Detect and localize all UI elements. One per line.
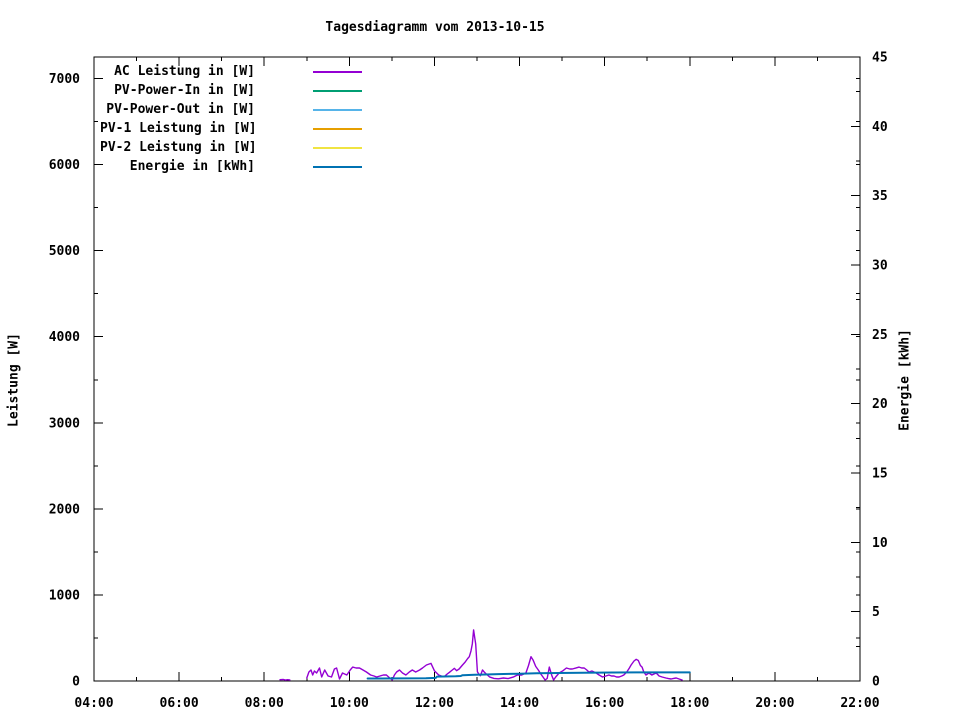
y2-tick-label: 35 — [872, 189, 888, 204]
y2-tick-label: 5 — [872, 605, 880, 620]
legend-label: PV-Power-Out in [W] — [106, 102, 255, 117]
y2-tick-label: 10 — [872, 536, 888, 551]
legend-label: PV-1 Leistung in [W] — [100, 121, 257, 136]
legend-label: PV-2 Leistung in [W] — [100, 140, 257, 155]
x-tick-label: 06:00 — [160, 696, 199, 711]
y1-tick-label: 7000 — [49, 72, 80, 87]
x-tick-label: 08:00 — [245, 696, 284, 711]
y2-tick-label: 30 — [872, 259, 888, 274]
y2-tick-label: 25 — [872, 328, 888, 343]
y2-tick-label: 0 — [872, 675, 880, 690]
x-tick-label: 04:00 — [74, 696, 113, 711]
legend-line-sample — [313, 165, 362, 168]
series-line-energie-in-kwh — [366, 671, 691, 680]
legend: AC Leistung in [W] PV-Power-In in [W] PV-P… — [100, 62, 362, 176]
y1-tick-label: 0 — [72, 675, 80, 690]
legend-item-pv-1-leistung-in-w: PV-1 Leistung in [W] — [100, 119, 362, 138]
y2-tick-label: 20 — [872, 397, 888, 412]
legend-line-sample — [313, 89, 362, 92]
legend-line-sample — [313, 146, 362, 149]
x-tick-label: 16:00 — [585, 696, 624, 711]
y2-tick-label: 15 — [872, 467, 888, 482]
y2-tick-label: 45 — [872, 51, 888, 66]
legend-line-sample — [313, 108, 362, 111]
legend-label: AC Leistung in [W] — [114, 64, 255, 79]
chart-title: Tagesdiagramm vom 2013-10-15 — [325, 20, 545, 35]
x-tick-label: 18:00 — [670, 696, 709, 711]
x-tick-label: 12:00 — [415, 696, 454, 711]
legend-label: Energie in [kWh] — [129, 159, 255, 174]
legend-label: PV-Power-In in [W] — [114, 83, 255, 98]
series-line-ac-leistung-in-w — [279, 678, 291, 681]
legend-item-energie-in-kwh: Energie in [kWh] — [100, 157, 362, 176]
x-tick-label: 14:00 — [500, 696, 539, 711]
y1-tick-label: 4000 — [49, 330, 80, 345]
y1-tick-label: 6000 — [49, 158, 80, 173]
legend-item-pv-2-leistung-in-w: PV-2 Leistung in [W] — [100, 138, 362, 157]
y2-tick-label: 40 — [872, 120, 888, 135]
legend-line-sample — [313, 70, 362, 73]
x-tick-label: 20:00 — [755, 696, 794, 711]
x-tick-label: 10:00 — [330, 696, 369, 711]
legend-item-pv-power-in-in-w: PV-Power-In in [W] — [100, 81, 362, 100]
legend-item-ac-leistung-in-w: AC Leistung in [W] — [100, 62, 362, 81]
y1-tick-label: 2000 — [49, 502, 80, 517]
legend-item-pv-power-out-in-w: PV-Power-Out in [W] — [100, 100, 362, 119]
legend-line-sample — [313, 127, 362, 130]
y1-tick-label: 5000 — [49, 244, 80, 259]
y1-tick-label: 3000 — [49, 416, 80, 431]
y1-tick-label: 1000 — [49, 588, 80, 603]
x-tick-label: 22:00 — [840, 696, 879, 711]
